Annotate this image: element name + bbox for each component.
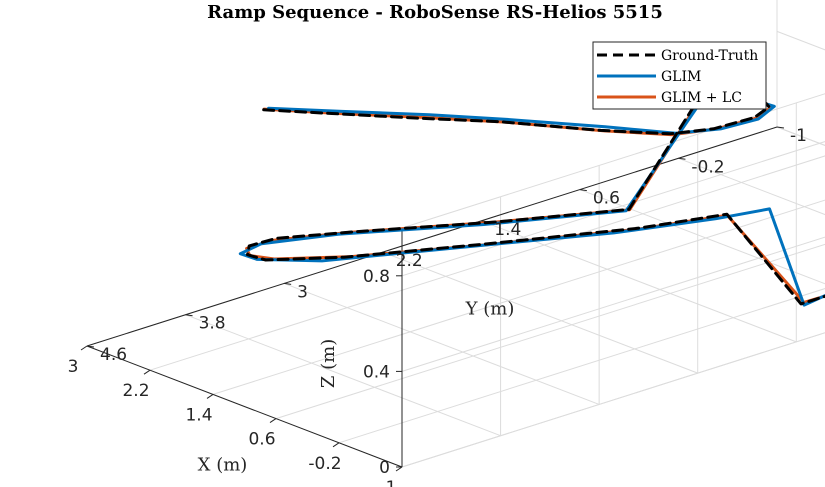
x-tick-mark-3 xyxy=(269,418,277,424)
y-tick-label-4: 2.2 xyxy=(396,251,423,271)
y-tick-label-1: -0.2 xyxy=(691,157,724,177)
legend-label-glim: GLIM xyxy=(661,69,701,85)
floor-grid-y-2 xyxy=(579,189,825,285)
floor-grid-y-5 xyxy=(283,282,600,405)
x-tick-label-4: -0.2 xyxy=(308,454,341,474)
y-tick-label-6: 3.8 xyxy=(199,314,226,334)
y-tick-mark-5 xyxy=(284,282,292,285)
x-tick-label-2: 1.4 xyxy=(185,405,212,425)
z-tick-label-0: 0 xyxy=(379,458,390,478)
y-tick-mark-2 xyxy=(579,189,587,192)
x-tick-label-1: 2.2 xyxy=(122,381,149,401)
x-tick-mark-4 xyxy=(332,442,340,448)
floor-grid-x-4 xyxy=(338,288,825,444)
chart-title: Ramp Sequence - RoboSense RS-Helios 5515 xyxy=(207,2,663,23)
wall-y-grid-z-2 xyxy=(777,0,825,57)
tick-labels: 3 2.2 1.4 0.6 -0.2 -1 -1 -0.2 0.6 1.4 2.2 3 3.8 4.6 0 0… xyxy=(68,126,807,487)
legend-label-glim-lc: GLIM + LC xyxy=(661,90,742,106)
z-axis-label: Z (m) xyxy=(318,339,339,388)
floor-grid-y-6 xyxy=(185,314,501,437)
x-tick-label-0: 3 xyxy=(68,357,79,377)
trajectory-series xyxy=(238,98,825,307)
wall-x-grid-z-0 xyxy=(401,332,825,468)
floor-grid-x-1 xyxy=(149,155,825,371)
x-tick-mark-2 xyxy=(206,393,214,399)
floor-grid-y-1 xyxy=(678,157,825,216)
x-tick-mark-0 xyxy=(80,345,88,351)
y-tick-label-3: 1.4 xyxy=(494,220,521,240)
legend-label-ground-truth: Ground-Truth xyxy=(661,48,758,64)
y-tick-label-2: 0.6 xyxy=(593,189,620,209)
y-tick-mark-6 xyxy=(185,314,193,317)
x-axis-label: X (m) xyxy=(198,455,248,476)
series-line-ground-truth xyxy=(246,98,825,306)
legend: Ground-Truth GLIM GLIM + LC xyxy=(592,41,767,110)
series-line-glim xyxy=(238,98,825,307)
y-tick-mark-0 xyxy=(776,126,785,129)
floor-grid-x-2 xyxy=(212,199,825,395)
floor-grid-x-3 xyxy=(275,243,825,420)
x-tick-label-5: -1 xyxy=(380,478,397,487)
x-tick-label-3: 0.6 xyxy=(248,430,275,450)
x-axis-line xyxy=(86,345,403,468)
wall-x-grid-z-1 xyxy=(401,236,825,372)
y-tick-label-0: -1 xyxy=(790,126,807,146)
y-tick-label-5: 3 xyxy=(297,282,308,302)
floor-grid-y-4 xyxy=(382,251,698,374)
wall-y-grid-z-3 xyxy=(777,0,825,9)
x-tick-mark-5 xyxy=(395,466,403,472)
z-tick-label-1: 0.4 xyxy=(363,362,390,382)
y-tick-mark-1 xyxy=(678,157,686,160)
y-axis-line xyxy=(86,126,778,347)
y-tick-label-7: 4.6 xyxy=(100,345,127,365)
axes xyxy=(80,126,785,472)
z-tick-label-2: 0.8 xyxy=(363,267,390,287)
y-axis-label: Y (m) xyxy=(465,299,515,320)
y-tick-mark-7 xyxy=(86,345,95,348)
x-tick-mark-1 xyxy=(143,369,151,375)
floor-grid-x-5 xyxy=(401,332,825,468)
